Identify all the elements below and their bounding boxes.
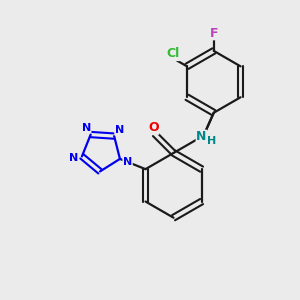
Text: N: N xyxy=(82,123,91,133)
Text: N: N xyxy=(123,157,132,167)
Text: O: O xyxy=(148,121,159,134)
Text: N: N xyxy=(115,125,124,135)
Text: Cl: Cl xyxy=(167,47,180,61)
Text: N: N xyxy=(196,130,207,143)
Text: F: F xyxy=(210,27,219,40)
Text: N: N xyxy=(69,153,79,164)
Text: H: H xyxy=(207,136,216,146)
